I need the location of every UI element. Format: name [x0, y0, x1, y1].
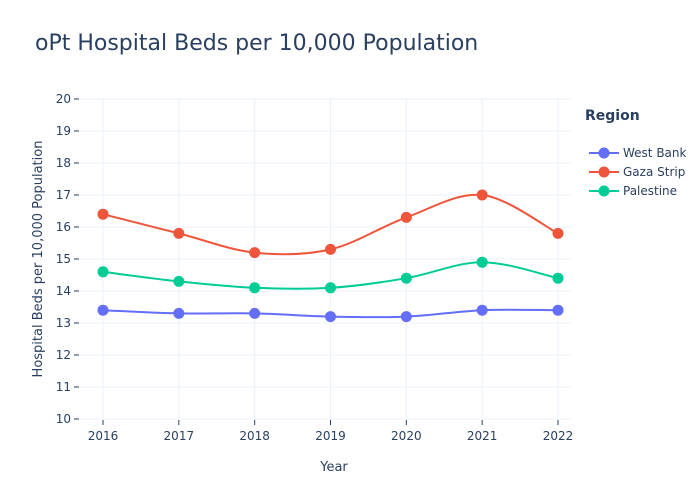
legend-label: Gaza Strip — [623, 165, 685, 179]
x-tick-label: 2022 — [543, 429, 574, 443]
x-tick-label: 2020 — [391, 429, 422, 443]
data-point-gaza-strip[interactable] — [325, 243, 336, 255]
data-point-gaza-strip[interactable] — [97, 208, 109, 220]
y-tick-label: 12 — [56, 348, 71, 362]
y-tick-label: 19 — [56, 124, 71, 138]
series-palestine — [97, 256, 564, 294]
legend-marker-icon — [598, 147, 610, 159]
legend: West Bank Gaza Strip Palestine — [589, 146, 687, 198]
data-point-west-bank[interactable] — [476, 304, 488, 316]
x-tick-label: 2019 — [315, 429, 346, 443]
y-tick-label: 11 — [56, 380, 71, 394]
y-axis: 10 11 12 13 14 15 16 17 18 19 20 — [56, 92, 79, 426]
legend-title: Region — [585, 108, 640, 124]
data-point-palestine[interactable] — [476, 256, 488, 268]
data-point-palestine[interactable] — [173, 275, 185, 287]
data-point-gaza-strip[interactable] — [173, 227, 185, 239]
data-point-west-bank[interactable] — [97, 304, 109, 316]
data-point-gaza-strip[interactable] — [400, 211, 412, 223]
data-point-west-bank[interactable] — [400, 311, 412, 323]
data-point-west-bank[interactable] — [325, 311, 336, 323]
series-lines — [97, 189, 564, 323]
y-tick-label: 10 — [56, 412, 71, 426]
data-point-gaza-strip[interactable] — [249, 247, 261, 259]
x-axis-label: Year — [319, 460, 348, 475]
series-gaza-strip — [97, 189, 564, 259]
data-point-gaza-strip[interactable] — [476, 189, 488, 201]
y-tick-label: 14 — [56, 284, 71, 298]
legend-label: West Bank — [623, 146, 687, 160]
chart-title: oPt Hospital Beds per 10,000 Population — [35, 31, 478, 56]
x-axis: 2016 2017 2018 2019 2020 2021 2022 — [88, 420, 574, 443]
data-point-palestine[interactable] — [325, 282, 336, 294]
y-tick-label: 13 — [56, 316, 71, 330]
y-tick-label: 18 — [56, 156, 71, 170]
legend-label: Palestine — [623, 184, 677, 198]
data-point-gaza-strip[interactable] — [552, 227, 564, 239]
x-tick-label: 2016 — [88, 429, 119, 443]
y-tick-label: 20 — [56, 92, 71, 106]
series-west-bank — [97, 304, 564, 323]
data-point-west-bank[interactable] — [173, 307, 185, 319]
data-point-palestine[interactable] — [400, 272, 412, 284]
y-axis-label: Hospital Beds per 10,000 Population — [31, 141, 46, 378]
legend-item-gaza-strip[interactable]: Gaza Strip — [589, 165, 685, 179]
data-point-palestine[interactable] — [97, 266, 109, 278]
y-tick-label: 15 — [56, 252, 71, 266]
legend-marker-icon — [598, 166, 610, 178]
data-point-west-bank[interactable] — [552, 304, 564, 316]
y-tick-label: 16 — [56, 220, 71, 234]
y-tick-label: 17 — [56, 188, 71, 202]
grid — [80, 98, 573, 420]
x-tick-label: 2017 — [164, 429, 195, 443]
legend-item-west-bank[interactable]: West Bank — [589, 146, 687, 160]
data-point-palestine[interactable] — [249, 282, 261, 294]
data-point-west-bank[interactable] — [249, 307, 261, 319]
legend-marker-icon — [598, 185, 610, 197]
data-point-palestine[interactable] — [552, 272, 564, 284]
x-tick-label: 2021 — [467, 429, 498, 443]
x-tick-label: 2018 — [239, 429, 270, 443]
legend-item-palestine[interactable]: Palestine — [589, 184, 677, 198]
